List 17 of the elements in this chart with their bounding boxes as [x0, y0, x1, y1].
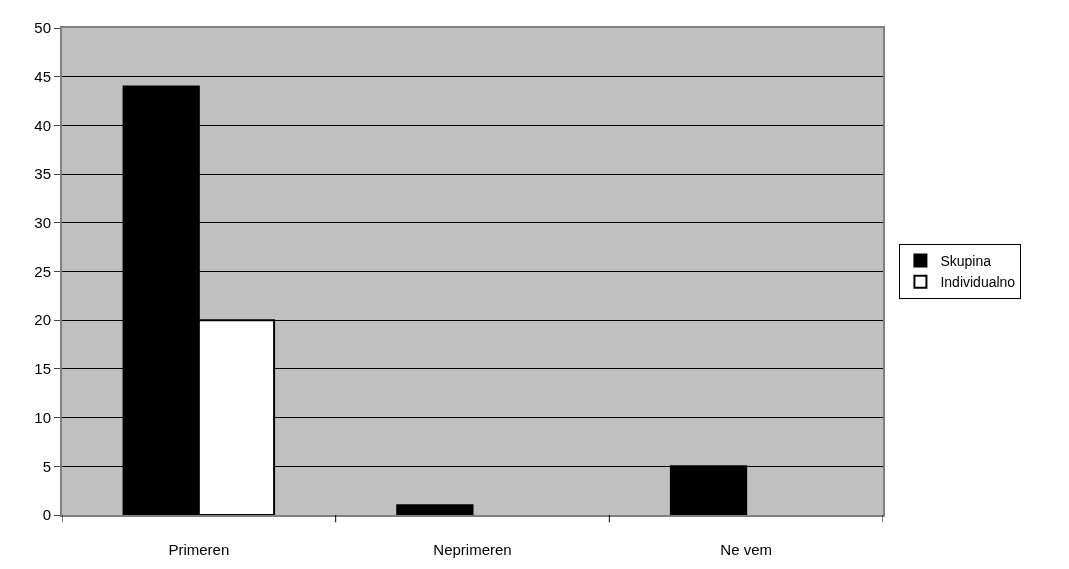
y-tick-label: 15 — [34, 360, 51, 378]
y-tick-label: 35 — [34, 165, 51, 183]
y-tick-label: 30 — [34, 214, 51, 232]
x-tick-label: Ne vem — [720, 541, 773, 558]
bar — [396, 504, 474, 515]
x-tick-label: Neprimeren — [433, 541, 512, 558]
y-tick-label: 25 — [34, 262, 51, 280]
x-tick-label: Primeren — [168, 541, 230, 558]
y-tick-label: 50 — [34, 19, 51, 37]
y-tick-label: 0 — [42, 506, 51, 524]
y-tick-label: 20 — [34, 311, 51, 329]
y-tick-label: 45 — [34, 67, 51, 85]
y-tick-label: 40 — [34, 116, 51, 134]
y-tick-label: 10 — [34, 408, 51, 426]
y-tick-label: 5 — [42, 457, 51, 475]
legend-label: Individualno — [940, 274, 1016, 291]
legend-label: Skupina — [940, 253, 992, 270]
